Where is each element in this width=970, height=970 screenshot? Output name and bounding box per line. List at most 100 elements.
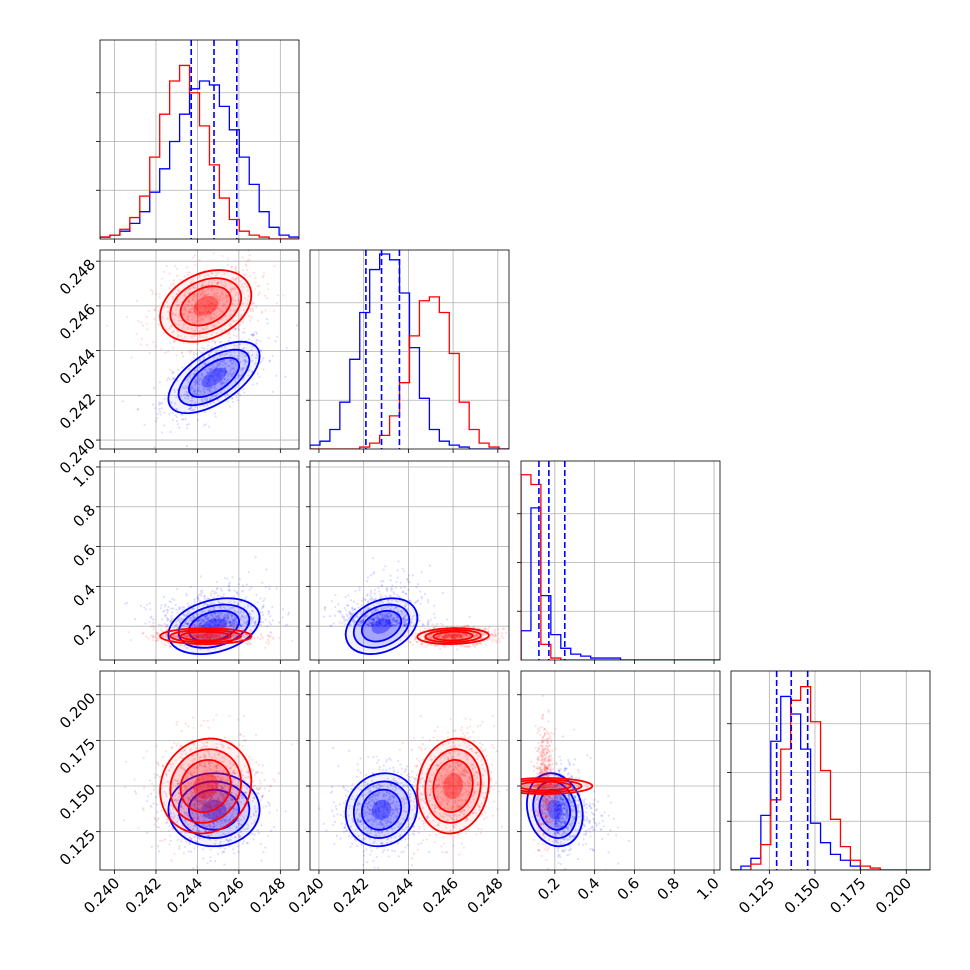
scatter-point bbox=[468, 645, 471, 648]
scatter-point bbox=[151, 624, 155, 628]
scatter-point bbox=[198, 623, 201, 626]
scatter-point bbox=[222, 819, 225, 822]
scatter-point bbox=[191, 387, 195, 390]
scatter-point bbox=[382, 568, 385, 571]
scatter-point bbox=[409, 599, 412, 602]
scatter-point bbox=[441, 636, 444, 639]
scatter-point bbox=[402, 570, 406, 573]
scatter-point bbox=[189, 636, 192, 639]
scatter-point bbox=[217, 810, 220, 813]
scatter-point bbox=[246, 259, 249, 262]
scatter-point bbox=[199, 648, 202, 651]
scatter-point bbox=[203, 637, 206, 641]
scatter-point bbox=[439, 647, 442, 650]
scatter-point bbox=[371, 619, 374, 622]
scatter-point bbox=[197, 634, 200, 638]
scatter-point bbox=[384, 565, 387, 568]
scatter-point bbox=[197, 594, 200, 597]
scatter-point bbox=[184, 417, 187, 420]
scatter-point bbox=[249, 333, 253, 336]
scatter-point bbox=[196, 635, 199, 639]
scatter-point bbox=[351, 606, 354, 609]
scatter-point bbox=[192, 372, 195, 375]
scatter-point bbox=[266, 322, 269, 325]
scatter-point bbox=[200, 622, 203, 625]
scatter-point bbox=[502, 627, 506, 630]
scatter-point bbox=[464, 625, 467, 628]
scatter-point bbox=[200, 398, 203, 401]
scatter-point bbox=[212, 825, 215, 828]
scatter-point bbox=[474, 633, 477, 637]
scatter-point bbox=[231, 400, 234, 404]
scatter-point bbox=[224, 370, 227, 373]
scatter-point bbox=[244, 597, 247, 601]
scatter-point bbox=[196, 803, 199, 806]
scatter-point bbox=[389, 621, 393, 625]
scatter-point bbox=[216, 611, 219, 615]
scatter-point bbox=[203, 296, 206, 299]
scatter-point bbox=[212, 616, 215, 619]
scatter-point bbox=[207, 619, 210, 622]
scatter-point bbox=[451, 635, 454, 638]
scatter-point bbox=[387, 615, 390, 618]
scatter-point bbox=[198, 622, 202, 626]
scatter-point bbox=[466, 624, 469, 627]
scatter-point bbox=[189, 387, 192, 390]
scatter-point bbox=[205, 598, 208, 601]
scatter-point bbox=[346, 615, 349, 618]
scatter-point bbox=[254, 276, 257, 280]
scatter-point bbox=[197, 389, 200, 392]
scatter-point bbox=[199, 315, 202, 318]
scatter-point bbox=[209, 375, 212, 379]
scatter-point bbox=[125, 601, 129, 604]
scatter-point bbox=[209, 803, 213, 806]
scatter-point bbox=[188, 407, 191, 410]
scatter-point bbox=[193, 623, 196, 626]
scatter-point bbox=[185, 635, 188, 638]
scatter-point bbox=[460, 635, 463, 639]
scatter-point bbox=[268, 360, 272, 363]
scatter-point bbox=[210, 592, 213, 595]
scatter-point bbox=[201, 620, 205, 623]
scatter-point bbox=[393, 624, 397, 628]
scatter-point bbox=[176, 587, 179, 591]
scatter-point bbox=[186, 315, 189, 318]
scatter-point bbox=[463, 634, 466, 637]
scatter-point bbox=[201, 346, 204, 350]
scatter-point bbox=[197, 383, 200, 386]
scatter-point bbox=[208, 381, 211, 384]
scatter-point bbox=[278, 621, 281, 624]
scatter-point bbox=[183, 393, 186, 396]
scatter-point bbox=[389, 616, 393, 619]
scatter-point bbox=[195, 305, 198, 308]
scatter-point bbox=[323, 606, 326, 609]
scatter-point bbox=[204, 624, 207, 627]
scatter-point bbox=[353, 616, 357, 619]
scatter-point bbox=[149, 792, 153, 795]
scatter-point bbox=[193, 787, 196, 790]
scatter-point bbox=[218, 377, 221, 381]
scatter-point bbox=[204, 807, 207, 810]
scatter-point bbox=[221, 329, 224, 332]
scatter-point bbox=[396, 622, 400, 625]
scatter-point bbox=[233, 852, 236, 855]
scatter-point bbox=[406, 630, 410, 633]
scatter-point bbox=[441, 623, 444, 627]
scatter-point bbox=[241, 368, 244, 371]
scatter-point bbox=[172, 817, 175, 820]
scatter-point bbox=[215, 616, 218, 619]
panel-2-0: 0.20.40.60.81.0 bbox=[69, 460, 300, 664]
scatter-point bbox=[160, 347, 163, 350]
scatter-point bbox=[215, 368, 218, 371]
scatter-point bbox=[220, 369, 223, 372]
scatter-point bbox=[379, 617, 382, 620]
scatter-point bbox=[429, 636, 432, 639]
scatter-point bbox=[242, 628, 245, 631]
scatter-point bbox=[200, 312, 203, 315]
scatter-point bbox=[163, 622, 166, 625]
scatter-point bbox=[206, 634, 209, 637]
scatter-point bbox=[204, 381, 207, 384]
scatter-point bbox=[355, 615, 358, 618]
scatter-point bbox=[371, 616, 374, 620]
scatter-point bbox=[165, 635, 168, 638]
